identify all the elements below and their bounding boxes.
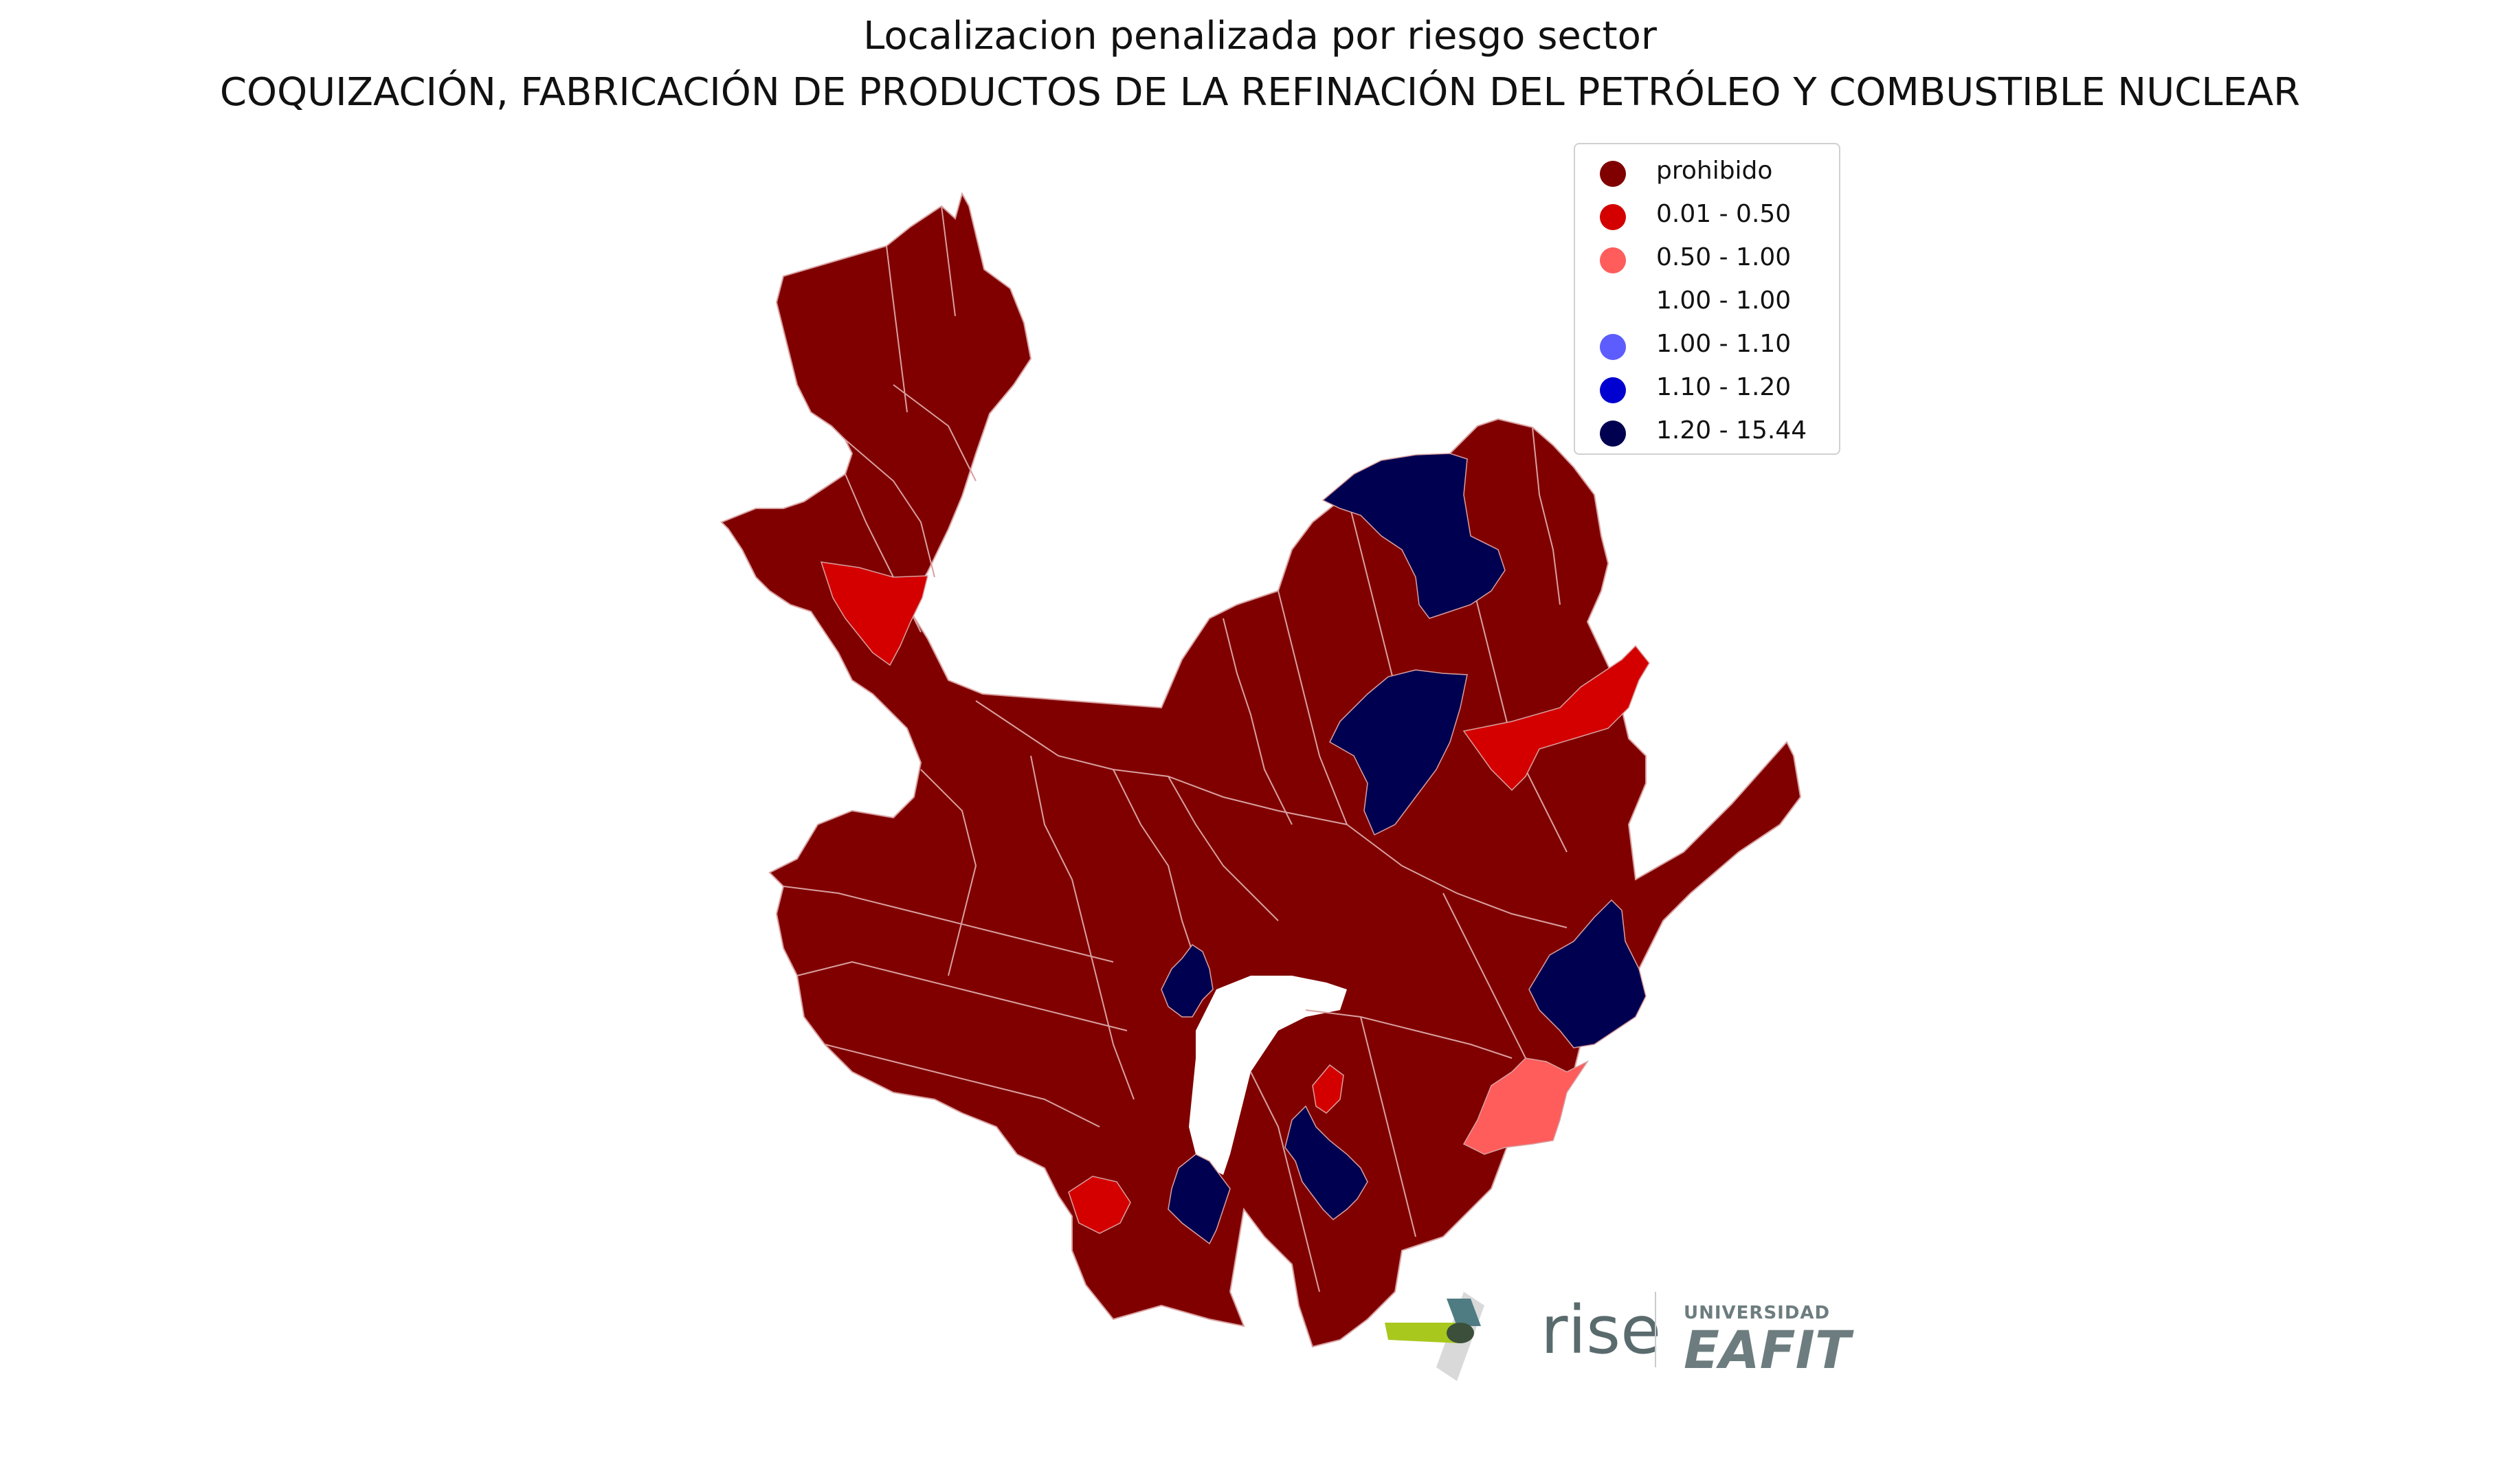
legend-swatch: [1600, 377, 1626, 403]
legend-label: prohibido: [1656, 157, 1773, 185]
legend-item: 1.00 - 1.10: [1575, 326, 1839, 367]
legend-item: 1.10 - 1.20: [1575, 369, 1839, 410]
legend-item: prohibido: [1575, 153, 1839, 194]
region-high-center: [1329, 669, 1468, 836]
legend-label: 1.00 - 1.10: [1656, 330, 1792, 358]
legend-label: 1.20 - 15.44: [1656, 416, 1807, 445]
region-low-north: [820, 561, 928, 666]
legend-label: 0.50 - 1.00: [1656, 243, 1792, 271]
legend-swatch: [1600, 291, 1626, 317]
map-title-line2: COQUIZACIÓN, FABRICACIÓN DE PRODUCTOS DE…: [219, 70, 2301, 115]
municipality-borders: [783, 205, 1568, 1292]
university-small-text: UNIVERSIDAD: [1684, 1303, 1831, 1323]
region-low-center: [1312, 1064, 1344, 1114]
region-low-east: [1462, 644, 1650, 792]
legend-swatch: [1600, 161, 1626, 187]
lake-hole: [1189, 976, 1347, 1175]
region-high-east: [1528, 899, 1647, 1049]
legend-item: 0.50 - 1.00: [1575, 239, 1839, 280]
eafit-logo-text: EAFIT: [1684, 1319, 1851, 1380]
legend-swatch: [1600, 204, 1626, 230]
map-title-line1: Localizacion penalizada por riesgo secto…: [863, 14, 1657, 58]
legend-swatch: [1600, 334, 1626, 360]
region-high-south2: [1284, 1105, 1368, 1220]
legend: prohibido 0.01 - 0.50 0.50 - 1.00 1.00 -…: [1574, 143, 1840, 455]
legend-swatch: [1600, 420, 1626, 447]
legend-label: 1.10 - 1.20: [1656, 373, 1792, 401]
region-high-west: [1161, 943, 1214, 1018]
rise-logo-text: rise: [1541, 1292, 1662, 1369]
legend-swatch: [1600, 247, 1626, 273]
legend-item: 1.00 - 1.00: [1575, 282, 1839, 324]
legend-item: 0.01 - 0.50: [1575, 196, 1839, 237]
region-high-south1: [1168, 1154, 1231, 1245]
region-mid-east: [1462, 1057, 1590, 1155]
legend-item: 1.20 - 15.44: [1575, 412, 1839, 453]
region-low-south: [1068, 1176, 1131, 1234]
region-high-north: [1322, 453, 1506, 619]
legend-label: 0.01 - 0.50: [1656, 200, 1792, 228]
rise-logo-icon: [1385, 1292, 1484, 1381]
logo-divider: [1655, 1292, 1656, 1367]
legend-label: 1.00 - 1.00: [1656, 287, 1792, 315]
